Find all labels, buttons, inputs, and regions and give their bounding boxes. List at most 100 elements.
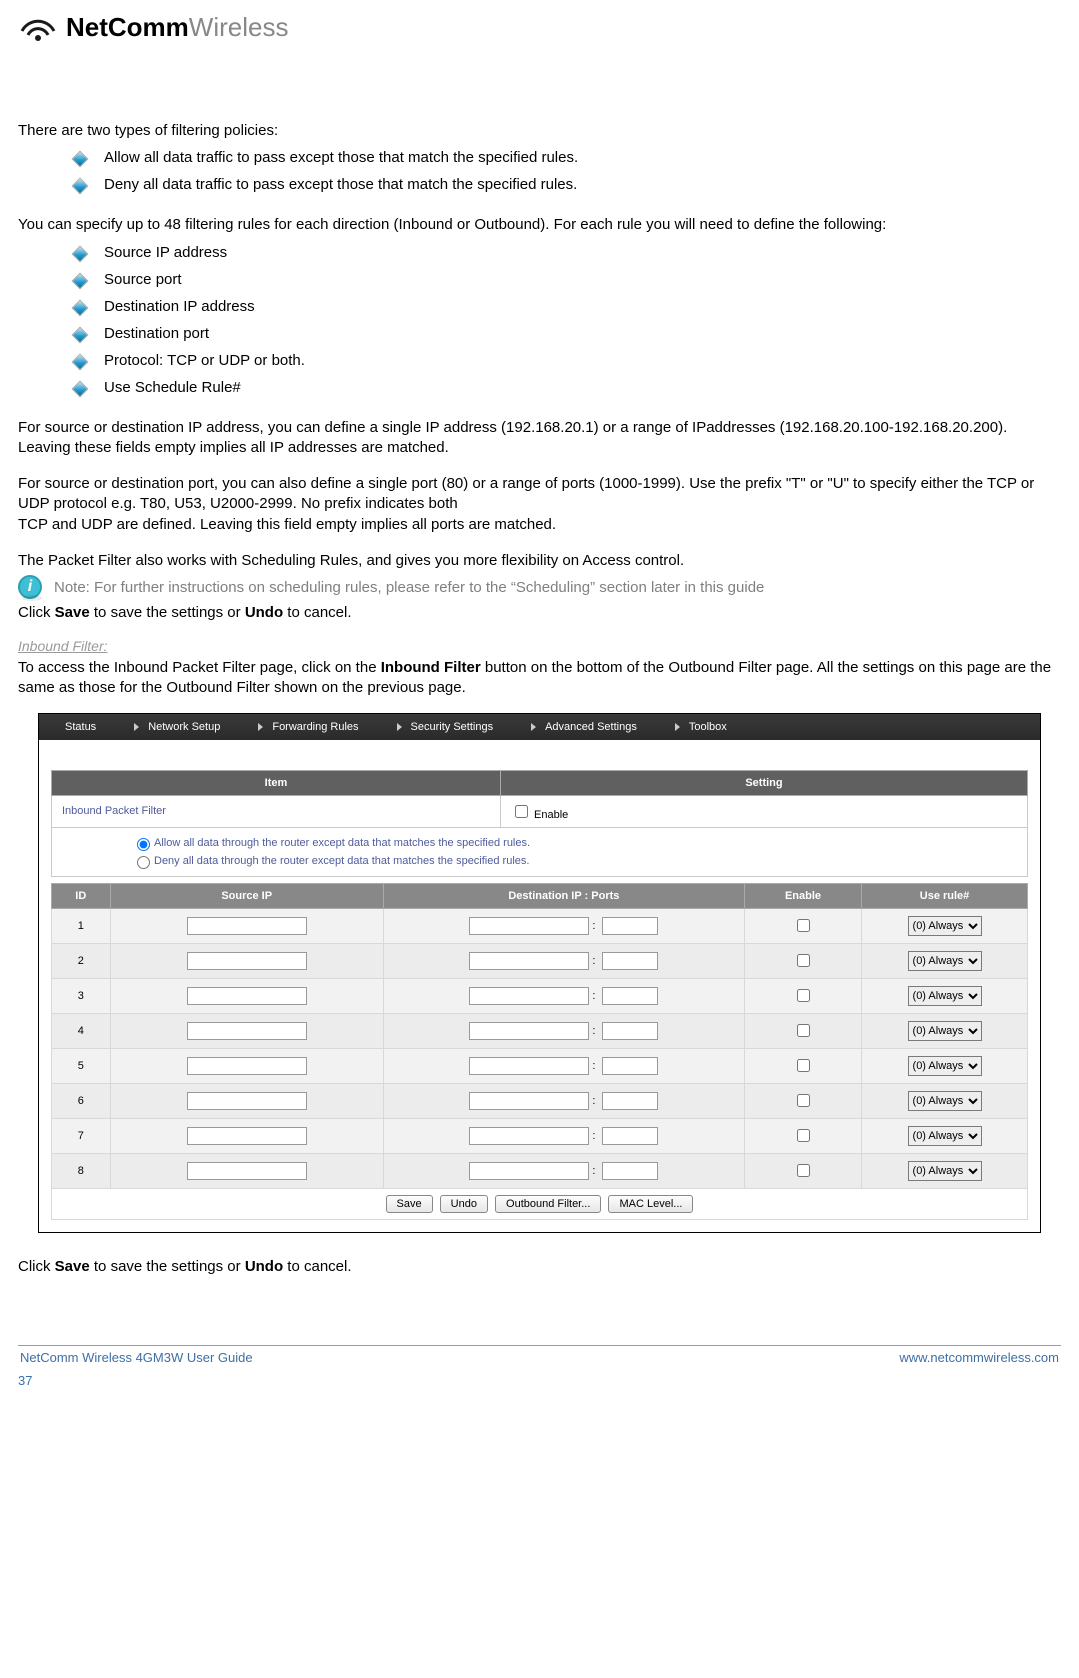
table-row: 5 : (0) Always — [52, 1048, 1028, 1083]
row-enable-checkbox[interactable] — [797, 1024, 810, 1037]
enable-cell: Enable — [500, 795, 1027, 827]
dest-cell: : — [383, 978, 744, 1013]
enable-cell — [744, 908, 861, 943]
policy-allow[interactable]: Allow all data through the router except… — [132, 834, 1017, 852]
row-enable-checkbox[interactable] — [797, 1094, 810, 1107]
footer-left: NetComm Wireless 4GM3W User Guide — [20, 1350, 253, 1365]
source-ip-input[interactable] — [187, 917, 307, 935]
dest-port-input[interactable] — [602, 917, 658, 935]
use-rule-select[interactable]: (0) Always — [908, 916, 982, 936]
dest-ip-input[interactable] — [469, 1162, 589, 1180]
source-ip-input[interactable] — [187, 987, 307, 1005]
enable-checkbox[interactable] — [515, 805, 528, 818]
use-rule-select[interactable]: (0) Always — [908, 1161, 982, 1181]
dest-cell: : — [383, 908, 744, 943]
dest-port-input[interactable] — [602, 987, 658, 1005]
table-row: 4 : (0) Always — [52, 1013, 1028, 1048]
undo-button[interactable]: Undo — [440, 1195, 488, 1213]
rule-fields-list: Source IP address Source port Destinatio… — [18, 240, 1061, 402]
source-ip-input[interactable] — [187, 1057, 307, 1075]
use-rule-cell: (0) Always — [862, 1153, 1028, 1188]
dest-ip-input[interactable] — [469, 1022, 589, 1040]
use-rule-select[interactable]: (0) Always — [908, 951, 982, 971]
row-enable-checkbox[interactable] — [797, 919, 810, 932]
policy-allow-radio[interactable] — [137, 838, 150, 851]
list-item: Protocol: TCP or UDP or both. — [18, 348, 1061, 375]
table-row: 3 : (0) Always — [52, 978, 1028, 1013]
rules-intro: You can specify up to 48 filtering rules… — [18, 215, 1061, 235]
use-rule-select[interactable]: (0) Always — [908, 1126, 982, 1146]
source-ip-cell — [110, 1013, 383, 1048]
use-rule-select[interactable]: (0) Always — [908, 1091, 982, 1111]
dest-ip-input[interactable] — [469, 917, 589, 935]
row-enable-checkbox[interactable] — [797, 989, 810, 1002]
router-admin-screenshot: Status Network Setup Forwarding Rules Se… — [38, 713, 1041, 1233]
use-rule-select[interactable]: (0) Always — [908, 986, 982, 1006]
nav-forwarding-rules[interactable]: Forwarding Rules — [246, 714, 384, 740]
list-item: Allow all data traffic to pass except th… — [18, 145, 1061, 172]
enable-cell — [744, 943, 861, 978]
enable-cell — [744, 1013, 861, 1048]
save-button[interactable]: Save — [386, 1195, 433, 1213]
nav-advanced-settings[interactable]: Advanced Settings — [519, 714, 663, 740]
policies-list: Allow all data traffic to pass except th… — [18, 145, 1061, 199]
enable-cell — [744, 1118, 861, 1153]
list-item: Deny all data traffic to pass except tho… — [18, 172, 1061, 199]
source-ip-input[interactable] — [187, 952, 307, 970]
row-id: 5 — [52, 1048, 111, 1083]
row-id: 7 — [52, 1118, 111, 1153]
row-id: 8 — [52, 1153, 111, 1188]
nav-network-setup[interactable]: Network Setup — [122, 714, 246, 740]
dest-ip-input[interactable] — [469, 1127, 589, 1145]
footer-right: www.netcommwireless.com — [899, 1350, 1059, 1365]
outbound-filter-button[interactable]: Outbound Filter... — [495, 1195, 601, 1213]
list-item: Destination port — [18, 321, 1061, 348]
source-ip-cell — [110, 1048, 383, 1083]
dest-port-input[interactable] — [602, 952, 658, 970]
dest-port-input[interactable] — [602, 1162, 658, 1180]
policy-deny[interactable]: Deny all data through the router except … — [132, 852, 1017, 870]
use-rule-cell: (0) Always — [862, 943, 1028, 978]
dest-port-input[interactable] — [602, 1127, 658, 1145]
row-enable-checkbox[interactable] — [797, 1059, 810, 1072]
dest-ip-input[interactable] — [469, 1057, 589, 1075]
row-enable-checkbox[interactable] — [797, 954, 810, 967]
source-ip-input[interactable] — [187, 1127, 307, 1145]
dest-ip-input[interactable] — [469, 1092, 589, 1110]
mac-level-button[interactable]: MAC Level... — [608, 1195, 693, 1213]
row-id: 1 — [52, 908, 111, 943]
dest-port-input[interactable] — [602, 1022, 658, 1040]
use-rule-select[interactable]: (0) Always — [908, 1056, 982, 1076]
col-dest-ip-ports: Destination IP : Ports — [383, 883, 744, 908]
save-undo-2: Click Save to save the settings or Undo … — [18, 1257, 1061, 1277]
use-rule-cell: (0) Always — [862, 978, 1028, 1013]
enable-cell — [744, 1048, 861, 1083]
source-ip-cell — [110, 1153, 383, 1188]
policy-deny-radio[interactable] — [137, 856, 150, 869]
wifi-icon — [18, 13, 58, 43]
page-number: 37 — [0, 1373, 1079, 1398]
enable-cell — [744, 1153, 861, 1188]
dest-port-input[interactable] — [602, 1092, 658, 1110]
dest-cell: : — [383, 943, 744, 978]
source-ip-cell — [110, 978, 383, 1013]
intro-text: There are two types of filtering policie… — [18, 121, 1061, 141]
use-rule-cell: (0) Always — [862, 908, 1028, 943]
row-enable-checkbox[interactable] — [797, 1129, 810, 1142]
col-id: ID — [52, 883, 111, 908]
source-ip-input[interactable] — [187, 1092, 307, 1110]
use-rule-cell: (0) Always — [862, 1048, 1028, 1083]
source-ip-input[interactable] — [187, 1022, 307, 1040]
row-enable-checkbox[interactable] — [797, 1164, 810, 1177]
port-paragraph: For source or destination port, you can … — [18, 474, 1061, 535]
nav-toolbox[interactable]: Toolbox — [663, 714, 753, 740]
table-row: 7 : (0) Always — [52, 1118, 1028, 1153]
dest-ip-input[interactable] — [469, 987, 589, 1005]
dest-ip-input[interactable] — [469, 952, 589, 970]
nav-security-settings[interactable]: Security Settings — [385, 714, 520, 740]
source-ip-input[interactable] — [187, 1162, 307, 1180]
dest-port-input[interactable] — [602, 1057, 658, 1075]
ip-paragraph: For source or destination IP address, yo… — [18, 418, 1061, 459]
use-rule-select[interactable]: (0) Always — [908, 1021, 982, 1041]
nav-status[interactable]: Status — [39, 714, 122, 740]
